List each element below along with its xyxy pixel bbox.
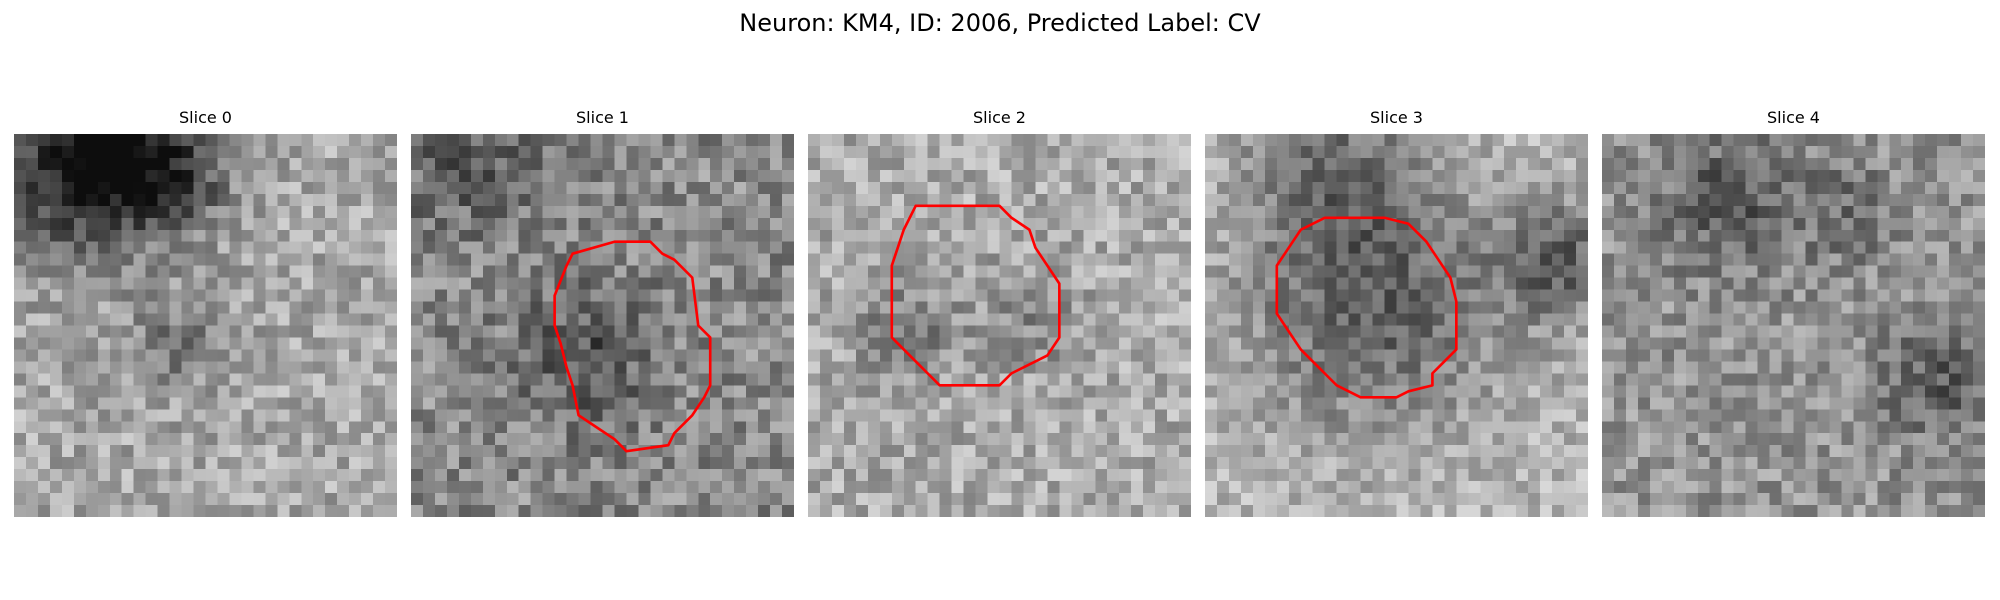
slice-panel-1: Slice 1: [411, 108, 794, 522]
slice-overlay-3: [1275, 216, 1458, 399]
slice-panel-4: Slice 4: [1602, 108, 1985, 522]
contour-3: [1275, 216, 1458, 399]
slice-panel-2: Slice 2: [808, 108, 1191, 522]
slice-image-4: [1602, 134, 1985, 517]
slice-panel-0: Slice 0: [14, 108, 397, 522]
slice-title-2: Slice 2: [973, 108, 1026, 127]
slice-overlay-4: [1602, 134, 1985, 517]
slice-image-1: [411, 134, 794, 517]
slice-overlay-2: [890, 204, 1061, 387]
slice-image-2: [808, 134, 1191, 517]
slice-title-0: Slice 0: [179, 108, 232, 127]
slice-title-4: Slice 4: [1767, 108, 1820, 127]
slice-title-3: Slice 3: [1370, 108, 1423, 127]
slice-image-0: [14, 134, 397, 517]
slice-image-3: [1205, 134, 1588, 517]
contour-2: [890, 204, 1061, 387]
slice-overlay-1: [553, 240, 712, 453]
slice-title-1: Slice 1: [576, 108, 629, 127]
contour-1: [553, 240, 712, 453]
slice-panel-3: Slice 3: [1205, 108, 1588, 522]
figure-title: Neuron: KM4, ID: 2006, Predicted Label: …: [739, 9, 1261, 37]
slices-container: Slice 0 Slice 1 Slice 2 Slice 3 Slice 4: [14, 108, 1986, 522]
slice-overlay-0: [14, 134, 397, 517]
